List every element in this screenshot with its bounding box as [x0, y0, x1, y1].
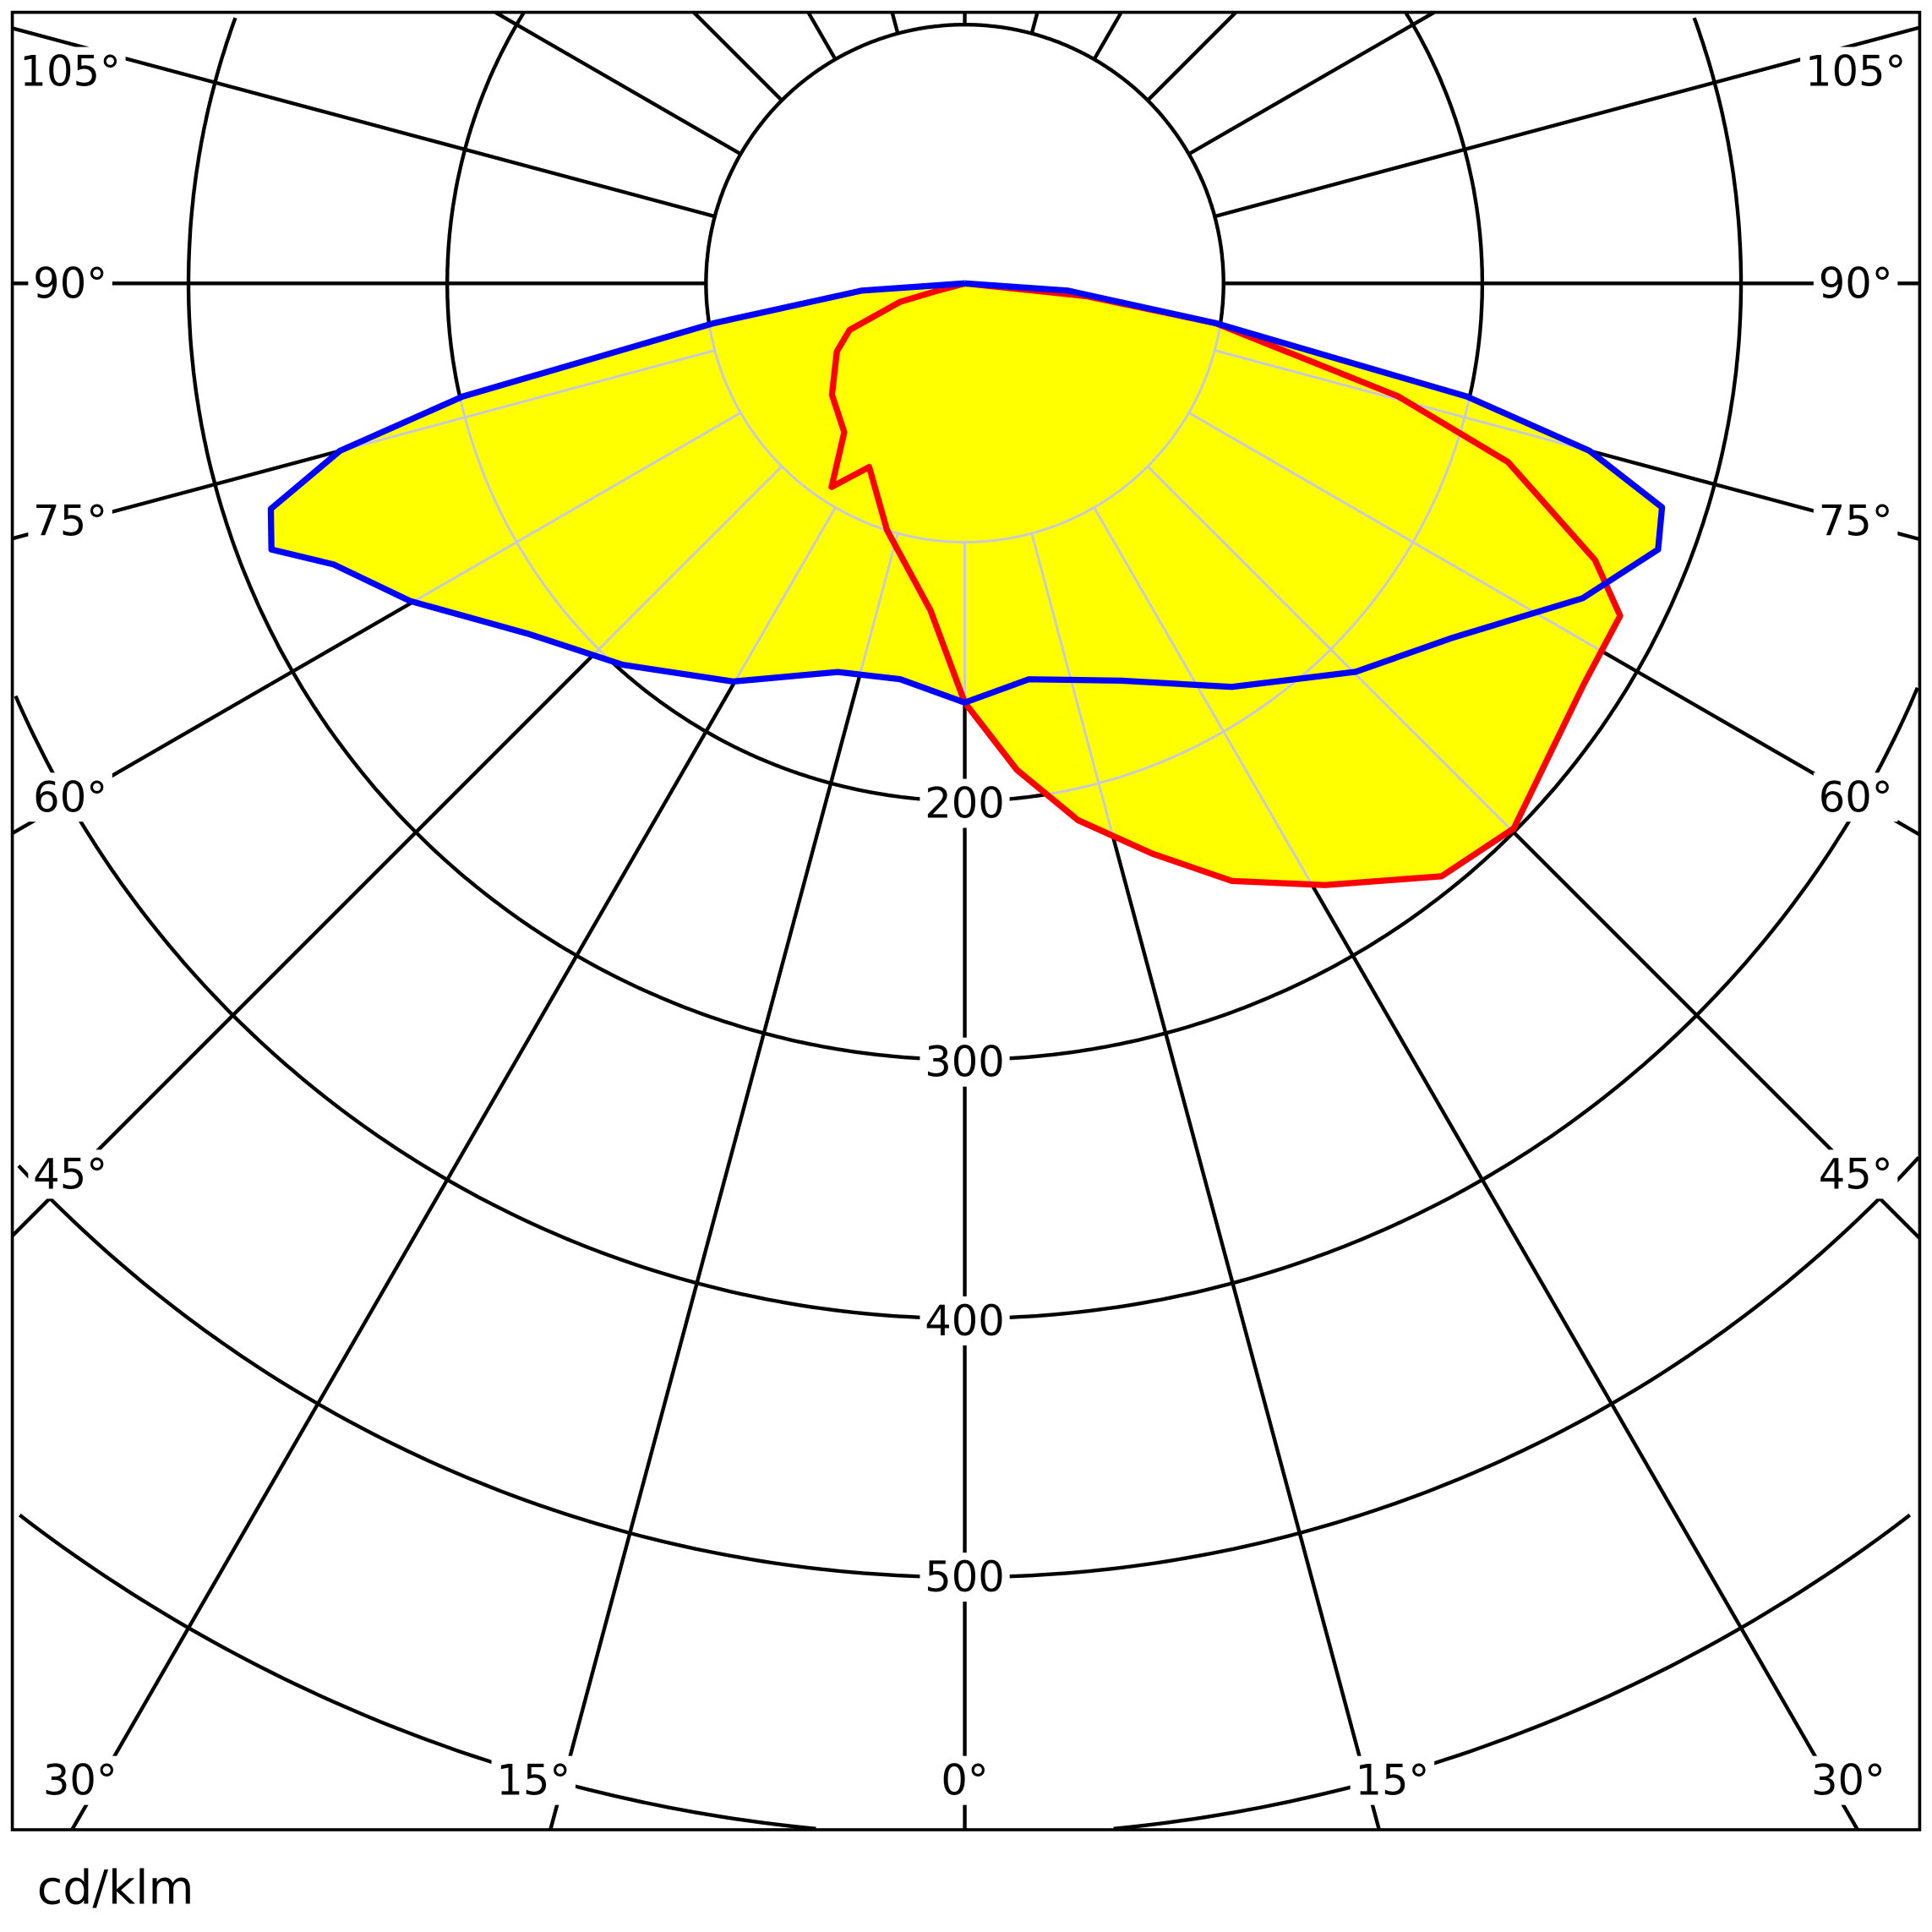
grid-circle-300 [186, 17, 1744, 1062]
angle-label-left: 75° [33, 497, 107, 546]
labels: 200 300 400 500 30° 15° 0° 15° 30° 105° 90° 75° 60° 4… [14, 46, 1912, 1805]
radial-tick-label: 400 [925, 1296, 1005, 1345]
plot-frame [10, 10, 1922, 1831]
angle-label-left-bg [28, 772, 112, 822]
angle-label-left: 60° [33, 772, 107, 821]
unit-label: cd/klm [37, 1861, 194, 1915]
series-curve-1 [828, 280, 1624, 888]
angle-label-bottom: 30° [1811, 1756, 1886, 1805]
radial-tick-label-bg [920, 1553, 1010, 1602]
angle-label-left: 90° [33, 259, 107, 308]
fill-area-1 [831, 283, 1621, 886]
grid-circle-600 [18, 1513, 1912, 1831]
grid-radial--30 [70, 506, 838, 1831]
angle-label-left-bg [28, 259, 112, 308]
radial-tick-label: 300 [925, 1038, 1005, 1087]
grid-radial-135 [1146, 11, 1237, 102]
angle-label-left-bg [14, 46, 126, 96]
angle-label-right-bg [1813, 259, 1898, 308]
grid-radial--75 [270, 349, 716, 540]
grid-radial--120 [494, 10, 742, 156]
radial-tick-label-bg [920, 1037, 1010, 1087]
curves [267, 280, 1666, 888]
grid-radial-15 [1030, 532, 1381, 886]
grid-radial--150 [806, 11, 838, 61]
grid-circle-500 [19, 1158, 1918, 1578]
grid-circle-500 [17, 1156, 1920, 1580]
angle-label-right: 45° [1819, 1149, 1893, 1198]
radial-tick-label-bg [920, 778, 1010, 828]
angle-label-left: 105° [19, 47, 120, 96]
angle-label-bottom-bg [936, 1755, 994, 1805]
grid-radial-150 [1092, 11, 1123, 61]
grid-radial-120 [1187, 10, 1436, 156]
angle-label-bottom: 15° [496, 1756, 570, 1805]
grid-radial-60 [1187, 412, 1662, 836]
radial-tick-label-bg [920, 1296, 1010, 1345]
radial-tick-label: 500 [925, 1553, 1005, 1602]
grid-radial-30 [1093, 506, 1662, 886]
angle-label-right: 75° [1819, 497, 1893, 546]
angle-label-bottom-bg [491, 1755, 576, 1805]
light-fill [270, 283, 1662, 886]
grid-radial--105 [12, 26, 716, 219]
grid-radial-75 [1214, 349, 1662, 541]
angle-label-right-bg [1813, 772, 1898, 822]
angle-label-bottom: 30° [43, 1756, 117, 1805]
grid-radial--135 [692, 11, 783, 102]
angle-label-right-bg [1800, 46, 1912, 96]
angle-label-left-bg [28, 1149, 112, 1199]
angle-label-bottom-bg [1806, 1755, 1891, 1805]
grid-circle-400 [14, 686, 1919, 1321]
angle-label-right: 105° [1805, 47, 1906, 96]
radial-tick-label: 200 [925, 779, 1005, 828]
angle-label-right-bg [1813, 1149, 1898, 1199]
angle-label-bottom: 15° [1356, 1756, 1430, 1805]
grid-radial--15 [548, 532, 900, 1831]
angle-label-right-bg [1813, 496, 1898, 546]
angle-label-left: 45° [33, 1149, 107, 1198]
angle-label-right: 90° [1819, 259, 1893, 308]
angle-label-bottom-bg [38, 1755, 123, 1805]
grid-radial-165 [1029, 12, 1040, 35]
angle-label-bottom: 0° [941, 1756, 988, 1805]
angle-label-bottom-bg [1350, 1755, 1435, 1805]
angle-label-left-bg [28, 496, 112, 546]
series-curve-0 [267, 280, 1666, 706]
angle-label-right: 60° [1819, 772, 1893, 821]
grid-radial--165 [890, 12, 900, 35]
